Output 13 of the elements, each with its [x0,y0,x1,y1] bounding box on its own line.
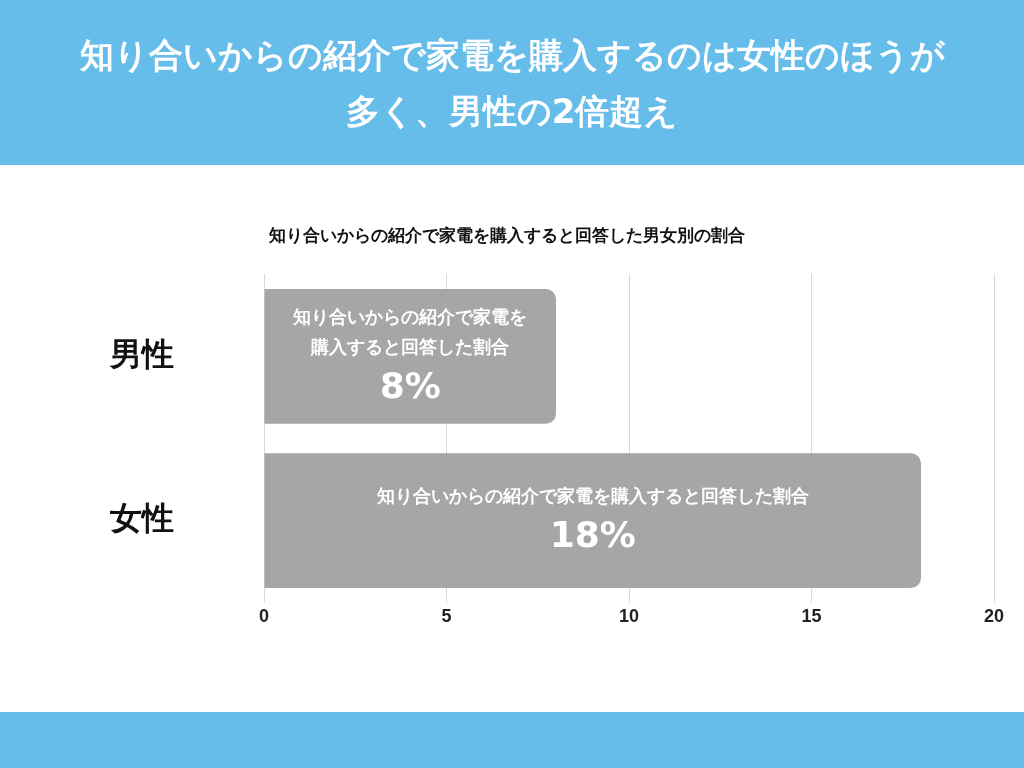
data-label: 8% [379,364,441,406]
x-tick-label: 10 [618,605,640,626]
annotation: 知り合いからの紹介で家電を購入すると回答した割合 [292,306,528,358]
chart-subtitle: 知り合いからの紹介で家電を購入すると回答した男女別の割合 [268,225,745,245]
x-tick-label: 20 [983,605,1005,626]
x-tick-label: 0 [258,605,270,626]
data-label: 18% [549,514,636,556]
x-tick-label: 15 [801,605,822,626]
y-tick-label: 女性 [109,500,174,537]
y-tick-label: 男性 [109,336,174,373]
chart-title: 知り合いからの紹介で家電を購入するのは女性のほうが多く、男性の2倍超え [78,33,946,133]
annotation: 知り合いからの紹介で家電を購入すると回答した割合 [375,485,809,507]
x-tick-label: 5 [441,605,452,626]
